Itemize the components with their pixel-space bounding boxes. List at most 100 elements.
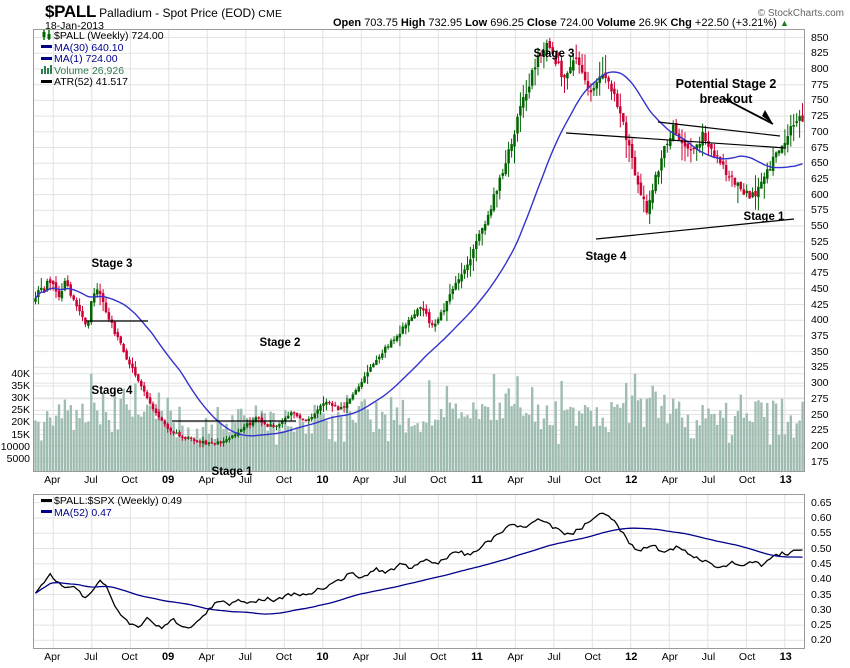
date-tick-label: Jul (238, 474, 253, 486)
date-tick-label: 09 (161, 651, 175, 663)
legend-row[interactable]: Volume 26,926 (41, 64, 164, 78)
date-tick-label: 11 (471, 474, 483, 486)
quote-bar: Open 703.75 High 732.95 Low 696.25 Close… (333, 17, 789, 29)
stage-1-right: Stage 1 (743, 211, 785, 223)
date-tick-label: Jul (392, 651, 407, 663)
price-tick-label: 650 (811, 157, 829, 170)
date-tick-label: Oct (121, 651, 138, 663)
price-plot-area (34, 30, 804, 471)
date-tick-label: Oct (275, 651, 293, 663)
stage-2-left: Stage 2 (259, 337, 301, 349)
ratio-tick-label: 0.60 (811, 512, 832, 524)
date-tick-label: Oct (430, 651, 447, 663)
chart-header: $PALL Palladium - Spot Price (EOD) CME 1… (0, 0, 850, 32)
date-tick-label: Apr (352, 474, 370, 486)
ratio-tick-label: 0.25 (811, 619, 832, 632)
price-chart-panel[interactable] (33, 29, 805, 472)
legend-label: $PALL (Weekly) 724.00 (54, 30, 164, 42)
chg-label: Chg (670, 17, 692, 29)
date-tick-label: Apr (661, 474, 679, 486)
date-tick-label: Oct (738, 651, 756, 663)
stage-1-left: Stage 1 (211, 466, 253, 478)
ratio-tick-label: 0.35 (811, 588, 832, 601)
price-tick-label: 400 (811, 314, 829, 327)
date-tick-label: Jul (84, 474, 98, 486)
date-tick-label: Apr (198, 651, 215, 663)
legend-row[interactable]: $PALL (Weekly) 724.00 (41, 30, 164, 43)
date-tick-label: 12 (625, 651, 638, 663)
price-tick-label: 375 (811, 329, 829, 342)
ratio-tick-label: 0.45 (811, 557, 832, 570)
price-tick-label: 700 (811, 125, 829, 138)
legend-label: Volume 26,926 (54, 64, 125, 77)
price-tick-label: 525 (811, 235, 829, 248)
candlestick-icon (41, 30, 52, 41)
ratio-tick-label: 0.50 (811, 542, 832, 555)
stage-3-top: Stage 3 (533, 48, 575, 60)
line-swatch-icon (41, 56, 52, 60)
volume-tick-label: 20K (11, 416, 30, 429)
price-tick-label: 675 (811, 141, 829, 154)
line-swatch-icon (41, 498, 52, 502)
date-tick-label: 09 (161, 474, 175, 486)
legend-row[interactable]: $PALL:$SPX (Weekly) 0.49 (41, 495, 182, 508)
date-tick-label: Apr (44, 474, 61, 486)
price-tick-label: 625 (811, 172, 829, 185)
price-tick-label: 200 (811, 439, 829, 452)
date-tick-label: Oct (584, 474, 601, 486)
symbol-description: Palladium - Spot Price (EOD) (99, 6, 256, 20)
volume-bars-icon (41, 65, 52, 75)
date-tick-label: 13 (779, 474, 792, 486)
volume-label: Volume (596, 17, 636, 29)
legend-label: ATR(52) 41.517 (54, 76, 128, 88)
legend-row[interactable]: MA(52) 0.47 (41, 506, 182, 520)
legend-label: MA(30) 640.10 (54, 41, 124, 54)
price-tick-label: 825 (811, 47, 829, 60)
volume-tick-label: 35K (11, 379, 30, 392)
volume-y-axis: 40K 35K 30K 25K 20K 15K 10000 5000 (0, 29, 33, 472)
line-swatch-icon (41, 510, 52, 514)
stockcharts-watermark: © StockCharts.com (757, 8, 844, 19)
volume-tick-label: 15K (11, 428, 30, 441)
volume-tick-label: 5000 (6, 452, 30, 465)
volume-tick-label: 25K (11, 404, 30, 417)
date-tick-label: Apr (352, 651, 370, 663)
price-tick-label: 725 (811, 110, 829, 123)
date-tick-label: Oct (121, 474, 138, 486)
open-value: 703.75 (364, 17, 398, 29)
price-tick-label: 450 (811, 282, 829, 295)
date-tick-label: Jul (392, 474, 407, 486)
date-tick-label: Jul (701, 651, 716, 663)
price-tick-label: 225 (811, 424, 829, 437)
chg-value: +22.50 (+3.21%) (694, 17, 777, 29)
ratio-chart-panel[interactable] (33, 494, 805, 649)
low-value: 696.25 (490, 17, 524, 29)
price-tick-label: 175 (811, 455, 829, 468)
exchange-label: CME (258, 8, 283, 20)
legend-row[interactable]: MA(1) 724.00 (41, 53, 164, 66)
date-tick-label: Jul (701, 474, 716, 486)
breakout-note-line2: breakout (699, 92, 753, 106)
date-tick-label: Jul (84, 651, 98, 663)
price-tick-label: 475 (811, 267, 829, 280)
legend-label: MA(52) 0.47 (54, 506, 112, 519)
date-tick-label: 10 (316, 474, 329, 486)
price-tick-label: 750 (811, 94, 829, 107)
close-label: Close (526, 17, 557, 29)
volume-tick-label: 40K (11, 367, 30, 380)
legend-row[interactable]: ATR(52) 41.517 (41, 76, 164, 89)
price-tick-label: 775 (811, 78, 829, 91)
price-x-axis: Apr Jul Oct 09 Apr Jul Oct 10 Apr Jul Oct 11 Apr Jul O… (33, 473, 805, 489)
high-label: High (400, 17, 426, 29)
date-tick-label: Apr (198, 474, 215, 486)
date-tick-label: Apr (507, 651, 524, 663)
date-tick-label: Oct (275, 474, 293, 486)
date-tick-label: 10 (316, 651, 329, 663)
price-panel-legend: $PALL (Weekly) 724.00 MA(30) 640.10 MA(1) … (41, 30, 164, 89)
price-tick-label: 275 (811, 392, 829, 405)
legend-row[interactable]: MA(30) 640.10 (41, 41, 164, 55)
date-tick-label: Oct (738, 474, 756, 486)
date-tick-label: Jul (547, 651, 561, 663)
ratio-tick-label: 0.40 (811, 573, 832, 586)
line-swatch-icon (41, 79, 52, 83)
